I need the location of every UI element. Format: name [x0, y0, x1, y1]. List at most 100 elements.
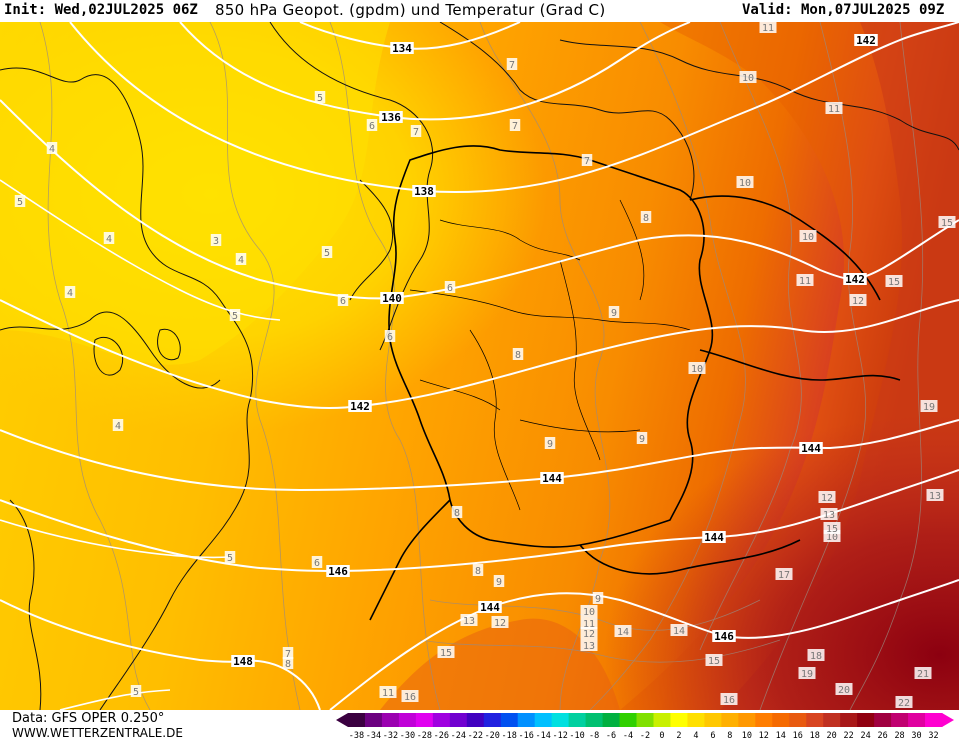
temperature-label: 7 — [282, 647, 294, 660]
svg-text:144: 144 — [480, 601, 500, 614]
legend-color-box — [806, 713, 824, 727]
geopotential-label: 136 — [379, 111, 403, 124]
geopotential-label: 134 — [390, 42, 414, 55]
geopotential-label: 140 — [380, 292, 404, 305]
geopotential-label: 144 — [478, 601, 502, 614]
temperature-label: 5 — [229, 309, 241, 322]
temperature-label: 10 — [688, 362, 706, 375]
legend-tick-label: -16 — [519, 731, 534, 741]
svg-text:9: 9 — [547, 439, 553, 450]
temperature-label: 11 — [759, 22, 777, 34]
legend-color-box — [381, 713, 400, 727]
svg-text:7: 7 — [584, 156, 590, 167]
svg-text:15: 15 — [826, 524, 838, 535]
legend-color-box — [755, 713, 773, 727]
legend-color-box — [500, 713, 519, 727]
svg-text:18: 18 — [810, 651, 822, 662]
legend-tick-label: -22 — [468, 731, 483, 741]
legend-tick-label: -34 — [366, 731, 381, 741]
legend-color-box — [364, 713, 383, 727]
svg-text:13: 13 — [463, 616, 475, 627]
svg-text:9: 9 — [611, 308, 617, 319]
svg-text:144: 144 — [704, 531, 724, 544]
svg-text:5: 5 — [324, 248, 330, 259]
legend-tick-label: 22 — [844, 731, 854, 741]
svg-text:8: 8 — [285, 659, 291, 670]
temperature-label: 6 — [366, 119, 378, 132]
temperature-label: 4 — [103, 232, 115, 245]
legend-color-box — [602, 713, 621, 727]
legend-tick-label: -26 — [434, 731, 449, 741]
svg-text:14: 14 — [673, 626, 685, 637]
svg-text:6: 6 — [314, 558, 320, 569]
legend-tick-label: -30 — [400, 731, 415, 741]
temperature-label: 8 — [451, 506, 463, 519]
svg-text:10: 10 — [742, 73, 754, 84]
svg-text:144: 144 — [801, 442, 821, 455]
svg-text:15: 15 — [888, 277, 900, 288]
legend-color-box — [551, 713, 570, 727]
svg-text:8: 8 — [643, 213, 649, 224]
temperature-label: 7 — [581, 154, 593, 167]
legend-color-box — [619, 713, 638, 727]
chart-title: 850 hPa Geopot. (gpdm) und Temperatur (G… — [215, 1, 606, 19]
legend-tick-label: -8 — [589, 731, 599, 741]
legend-tick-label: -38 — [349, 731, 364, 741]
temperature-label: 13 — [580, 639, 598, 652]
temperature-label: 11 — [580, 617, 598, 630]
svg-text:136: 136 — [381, 111, 401, 124]
svg-text:10: 10 — [802, 232, 814, 243]
svg-text:12: 12 — [852, 296, 864, 307]
temperature-label: 5 — [130, 685, 142, 698]
temperature-label: 12 — [849, 294, 867, 307]
legend-color-box — [534, 713, 553, 727]
legend-tick-label: 14 — [776, 731, 786, 741]
temperature-label: 6 — [337, 294, 349, 307]
legend-color-box — [874, 713, 892, 727]
legend-tick-label: -6 — [606, 731, 616, 741]
geopotential-labels: 1341361381401421421421441441441441461461… — [231, 34, 878, 668]
svg-text:12: 12 — [821, 493, 833, 504]
temperature-label: 19 — [798, 667, 816, 680]
temperature-label: 13 — [926, 489, 944, 502]
legend-tick-label: 12 — [759, 731, 769, 741]
legend-tick-label: 0 — [659, 731, 664, 741]
temperature-label: 3 — [210, 234, 222, 247]
svg-text:146: 146 — [714, 630, 734, 643]
svg-text:13: 13 — [583, 641, 595, 652]
legend-color-box — [857, 713, 875, 727]
svg-text:11: 11 — [762, 23, 774, 34]
legend-color-box — [738, 713, 756, 727]
temperature-label: 15 — [885, 275, 903, 288]
temperature-label: 4 — [235, 253, 247, 266]
svg-text:144: 144 — [542, 472, 562, 485]
temperature-label: 7 — [506, 58, 518, 71]
legend-tick-label: -28 — [417, 731, 432, 741]
geopotential-label: 148 — [231, 655, 255, 668]
svg-text:15: 15 — [708, 656, 720, 667]
svg-text:148: 148 — [233, 655, 253, 668]
svg-text:21: 21 — [917, 669, 929, 680]
temperature-label: 5 — [314, 91, 326, 104]
legend-tick-label: -2 — [640, 731, 650, 741]
temperature-label: 11 — [796, 274, 814, 287]
legend-tick-label: -10 — [569, 731, 584, 741]
temperature-label: 15 — [705, 654, 723, 667]
svg-text:7: 7 — [512, 121, 518, 132]
svg-text:3: 3 — [213, 236, 219, 247]
svg-text:11: 11 — [799, 276, 811, 287]
legend-tick-label: -4 — [623, 731, 633, 741]
legend-tick-label: 6 — [710, 731, 715, 741]
temperature-label: 8 — [640, 211, 652, 224]
legend-color-box — [466, 713, 485, 727]
valid-time-label: Valid: Mon,07JUL2025 09Z — [742, 2, 945, 18]
init-time-label: Init: Wed,02JUL2025 06Z — [4, 2, 198, 18]
legend-color-box — [823, 713, 841, 727]
legend-color-box — [432, 713, 451, 727]
temperature-label: 12 — [580, 627, 598, 640]
legend-color-box — [891, 713, 909, 727]
temperature-label: 11 — [379, 686, 397, 699]
legend-tick-label: 10 — [742, 731, 752, 741]
legend-color-box — [636, 713, 654, 727]
legend-tick-label: 30 — [911, 731, 921, 741]
